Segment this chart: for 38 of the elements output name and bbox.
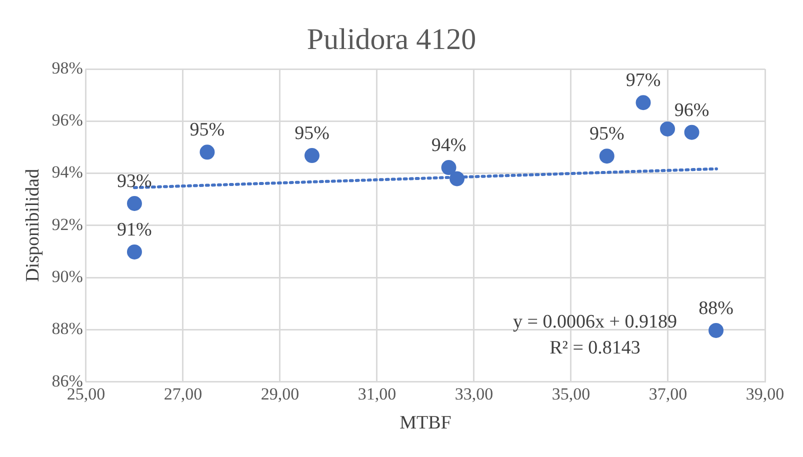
y-tick-label: 92%	[52, 214, 83, 234]
data-label: 94%	[431, 135, 466, 156]
x-tick-label: 31,00	[358, 384, 396, 404]
y-tick-label: 94%	[52, 162, 83, 182]
y-tick-label: 98%	[52, 58, 83, 78]
data-label: 97%	[626, 70, 661, 92]
x-tick-label: 35,00	[552, 384, 590, 404]
point	[304, 148, 320, 164]
data-label: 96%	[674, 100, 710, 121]
chart-title: Pulidora 4120	[306, 22, 476, 56]
point	[450, 171, 465, 186]
point	[708, 322, 724, 338]
x-tick-label: 27,00	[164, 384, 202, 404]
data-label: 88%	[698, 298, 734, 319]
data-label: 93%	[117, 170, 152, 192]
point	[441, 160, 456, 176]
point	[684, 124, 700, 140]
y-axis-title: Disponibilidad	[22, 168, 44, 282]
x-tick-label: 37,00	[648, 384, 688, 404]
data-label: 91%	[117, 219, 152, 240]
data-label: 95%	[294, 123, 330, 144]
annotation: R² = 0.8143	[550, 337, 640, 358]
y-tick-label: 88%	[52, 319, 83, 338]
x-tick-label: 39,00	[746, 384, 784, 404]
point	[636, 95, 651, 110]
y-tick-label: 90%	[52, 267, 83, 286]
x-axis-title: MTBF	[400, 412, 452, 434]
y-tick-label: 96%	[52, 110, 83, 130]
point	[126, 196, 142, 212]
point	[126, 244, 142, 260]
data-label: 95%	[190, 120, 225, 141]
point	[660, 121, 676, 136]
x-tick-label: 29,00	[260, 384, 300, 404]
x-tick-label: 33,00	[454, 384, 494, 404]
data-label: 95%	[589, 124, 624, 145]
point	[599, 148, 614, 164]
annotation: y = 0.0006x + 0.9189	[513, 311, 677, 332]
point	[200, 144, 215, 160]
